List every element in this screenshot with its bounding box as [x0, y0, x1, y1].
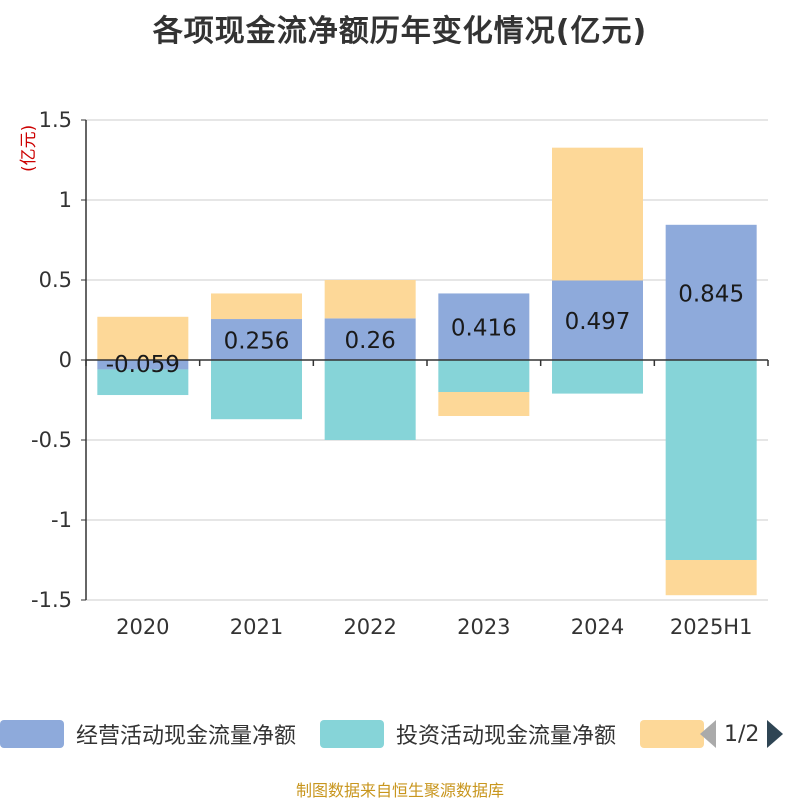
- data-label-2024: 0.497: [565, 309, 631, 335]
- bar-2024-series-0: [552, 280, 643, 360]
- legend-swatch-operating: [0, 720, 64, 748]
- bar-2025H1-series-0: [665, 224, 757, 360]
- data-label-2021: 0.256: [224, 329, 290, 355]
- bar-2024-series-1: [552, 360, 643, 394]
- y-tick-label: 0: [59, 348, 72, 372]
- y-tick-label: -0.5: [31, 428, 72, 452]
- y-tick-label: 1: [59, 188, 72, 212]
- x-tick-label: 2020: [116, 615, 169, 639]
- x-tick-label: 2025H1: [670, 615, 753, 639]
- legend-item-investing[interactable]: 投资活动现金流量净额: [320, 714, 616, 754]
- legend-item-operating[interactable]: 经营活动现金流量净额: [0, 714, 296, 754]
- source-note: 制图数据来自恒生聚源数据库: [295, 781, 504, 800]
- data-label-2022: 0.26: [345, 328, 396, 354]
- bar-2023-series-2: [438, 392, 530, 416]
- bar-2021-series-2: [211, 293, 302, 320]
- bar-2020-series-1: [97, 369, 189, 396]
- y-tick-label: 1.5: [39, 108, 72, 132]
- bar-2023-series-1: [438, 360, 530, 392]
- bar-2023-series-0: [438, 293, 530, 360]
- data-label-2020: -0.059: [106, 352, 180, 378]
- legend-label-investing: 投资活动现金流量净额: [396, 724, 617, 749]
- legend-pager: 1/2: [700, 714, 784, 754]
- legend-next-icon[interactable]: [767, 720, 784, 748]
- legend-item-third[interactable]: [640, 714, 716, 754]
- data-label-2025H1: 0.845: [678, 281, 744, 307]
- legend-label-operating: 经营活动现金流量净额: [76, 724, 297, 749]
- chart-title: 各项现金流净额历年变化情况(亿元): [152, 14, 648, 49]
- legend-swatch-third: [640, 720, 704, 748]
- bar-2020-series-0: [97, 360, 189, 370]
- y-tick-label: -1.5: [31, 588, 72, 612]
- bar-2021-series-0: [211, 319, 302, 360]
- bar-2022-series-2: [324, 280, 416, 319]
- bar-2021-series-1: [211, 360, 302, 420]
- data-label-2023: 0.416: [451, 316, 517, 342]
- x-tick-label: 2021: [230, 615, 283, 639]
- x-tick-label: 2023: [457, 615, 510, 639]
- stacked-bar-chart: 1.5 1 0.5 0 -0.5 -1 -1.5 -0.059 0.256 0.26 0.416 0.…: [31, 108, 769, 639]
- legend-page-indicator: 1/2: [724, 721, 760, 747]
- x-tick-label: 2022: [343, 615, 396, 639]
- y-tick-label: -1: [51, 508, 72, 532]
- x-tick-label: 2024: [571, 615, 624, 639]
- bar-2022-series-1: [324, 360, 416, 440]
- bar-2024-series-2: [552, 147, 643, 281]
- y-tick-label: 0.5: [39, 268, 72, 292]
- bar-2025H1-series-1: [665, 360, 757, 560]
- bar-2022-series-0: [324, 318, 416, 360]
- legend-swatch-investing: [320, 720, 384, 748]
- bar-2020-series-2: [97, 316, 189, 360]
- legend: 经营活动现金流量净额 投资活动现金流量净额: [0, 714, 800, 754]
- bar-2025H1-series-2: [665, 560, 757, 596]
- legend-prev-icon[interactable]: [700, 720, 716, 748]
